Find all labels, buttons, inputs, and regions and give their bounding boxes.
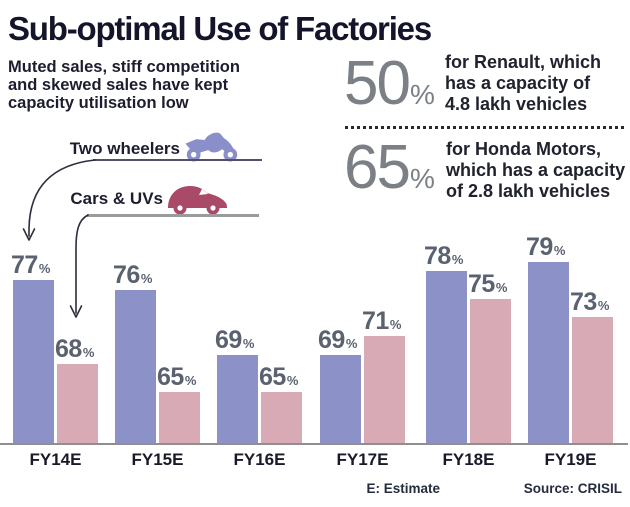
- legend-label-cars-uvs: Cars & UVs: [70, 189, 163, 208]
- bar-two-wheelers-fy14e: [13, 280, 54, 443]
- subtitle-line: and skewed sales have kept: [8, 76, 229, 94]
- chart-subtitle: Muted sales, stiff competition and skewe…: [8, 58, 240, 112]
- value-number: 69: [318, 326, 345, 354]
- value-label: 71%: [362, 308, 401, 338]
- bar-cars-uvs-fy17e: [364, 336, 405, 443]
- bar-two-wheelers-fy19e: [528, 262, 569, 443]
- category-label-fy17e: FY17E: [336, 450, 389, 469]
- arrowhead: [69, 305, 83, 318]
- subtitle-line: capacity utilisation low: [8, 94, 189, 112]
- bar-cars-uvs-fy19e: [572, 317, 613, 443]
- percent-sign: %: [451, 252, 464, 267]
- percent-sign: %: [389, 317, 402, 332]
- bar-two-wheelers-fy16e: [217, 355, 258, 443]
- value-number: 69: [215, 326, 242, 354]
- car-icon: [168, 186, 227, 215]
- value-label: 73%: [570, 289, 609, 319]
- bar-cars-uvs-fy18e: [470, 299, 511, 443]
- dotted-divider: [345, 126, 627, 129]
- value-label: 68%: [55, 336, 94, 366]
- stat-desc-line: for Honda Motors,: [446, 139, 601, 159]
- value-label: 69%: [215, 327, 254, 357]
- bar-cars-uvs-fy15e: [159, 392, 200, 443]
- percent-sign: %: [82, 345, 95, 360]
- value-number: 78: [424, 242, 451, 270]
- value-number: 75: [468, 270, 495, 298]
- legend-road-line: [93, 159, 262, 161]
- estimate-footnote: E: Estimate: [366, 481, 440, 496]
- bar-two-wheelers-fy15e: [115, 290, 156, 443]
- value-label: 77%: [11, 252, 50, 282]
- percent-sign: %: [38, 261, 51, 276]
- category-label-fy16e: FY16E: [233, 450, 286, 469]
- motorcycle-icon: [185, 132, 238, 162]
- value-number: 65: [157, 363, 184, 391]
- value-label: 76%: [113, 262, 152, 292]
- value-number: 76: [113, 261, 140, 289]
- page-title: Sub-optimal Use of Factories: [8, 10, 432, 47]
- stat-desc-line: for Renault, which: [445, 52, 602, 72]
- stat-honda-description: for Honda Motors, which has a capacity o…: [446, 139, 625, 202]
- category-label-fy15e: FY15E: [131, 450, 184, 469]
- arrowhead: [22, 228, 36, 241]
- legend-road-line: [87, 214, 259, 217]
- percent-sign: %: [345, 336, 358, 351]
- stat-desc-line: has a capacity of: [445, 73, 591, 93]
- value-label: 75%: [468, 271, 507, 301]
- value-number: 65: [259, 363, 286, 391]
- bar-cars-uvs-fy16e: [261, 392, 302, 443]
- legend-label-two-wheelers: Two wheelers: [69, 139, 180, 158]
- subtitle-line: Muted sales, stiff competition: [8, 58, 240, 76]
- arrow-to-cars-bar: [75, 214, 89, 314]
- value-label: 79%: [526, 234, 565, 264]
- category-label-fy14e: FY14E: [29, 450, 82, 469]
- stat-value: 65: [344, 133, 411, 202]
- value-label: 65%: [259, 364, 298, 394]
- value-number: 79: [526, 233, 553, 261]
- stat-desc-line: 4.8 lakh vehicles: [445, 94, 588, 114]
- source-footnote: Source: CRISIL: [523, 481, 622, 496]
- stat-desc-line: of 2.8 lakh vehicles: [446, 181, 611, 201]
- value-number: 73: [570, 288, 597, 316]
- category-label-fy19e: FY19E: [544, 450, 597, 469]
- value-number: 71: [362, 307, 389, 335]
- stat-desc-line: which has a capacity: [446, 160, 626, 180]
- bar-two-wheelers-fy17e: [320, 355, 361, 443]
- percent-sign: %: [553, 243, 566, 258]
- value-label: 65%: [157, 364, 196, 394]
- percent-sign: %: [286, 373, 299, 388]
- stat-value: 50: [344, 49, 411, 118]
- percent-sign: %: [140, 271, 153, 286]
- percent-sign: %: [409, 79, 435, 110]
- value-number: 77: [11, 251, 38, 279]
- category-label-fy18e: FY18E: [442, 450, 495, 469]
- x-axis-line: [0, 443, 628, 445]
- percent-sign: %: [242, 336, 255, 351]
- bar-two-wheelers-fy18e: [426, 271, 467, 443]
- value-label: 69%: [318, 327, 357, 357]
- percent-sign: %: [597, 298, 610, 313]
- stat-renault-number: 50%: [344, 53, 435, 115]
- bar-cars-uvs-fy14e: [57, 364, 98, 443]
- percent-sign: %: [184, 373, 197, 388]
- stat-honda-number: 65%: [344, 137, 435, 199]
- percent-sign: %: [495, 280, 508, 295]
- value-label: 78%: [424, 243, 463, 273]
- stat-renault-description: for Renault, which has a capacity of 4.8…: [445, 52, 601, 115]
- value-number: 68: [55, 335, 82, 363]
- percent-sign: %: [409, 163, 435, 194]
